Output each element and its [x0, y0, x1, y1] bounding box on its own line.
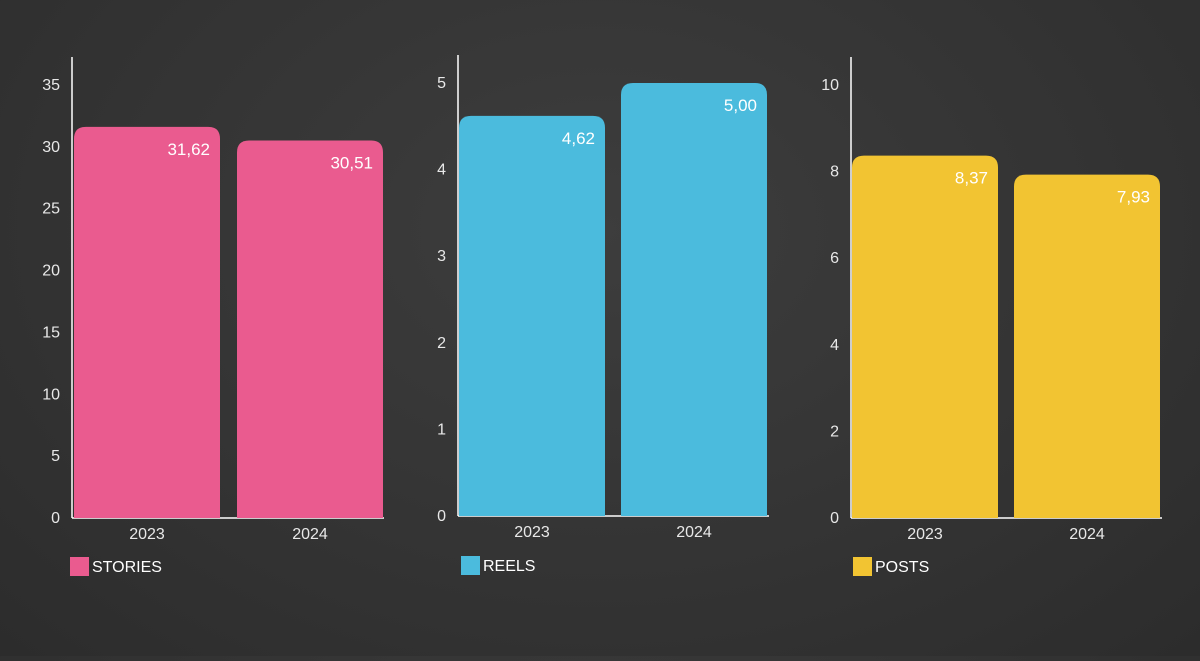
bar-value-label: 31,62	[167, 140, 210, 159]
bar-value-label: 7,93	[1117, 188, 1150, 207]
y-tick-label: 5	[437, 75, 446, 92]
bar-value-label: 4,62	[562, 129, 595, 148]
y-tick-label: 4	[830, 337, 839, 354]
y-tick-label: 35	[42, 77, 60, 94]
y-tick-label: 0	[830, 510, 839, 527]
x-tick-label: 2024	[292, 526, 328, 543]
legend-swatch	[853, 557, 872, 576]
bar-reels-2024	[621, 83, 767, 516]
bar-stories-2023	[74, 126, 220, 518]
y-tick-label: 2	[830, 423, 839, 440]
y-tick-label: 0	[437, 508, 446, 525]
x-tick-label: 2024	[676, 524, 712, 541]
bar-stories-2024	[237, 140, 383, 518]
y-tick-label: 15	[42, 324, 60, 341]
x-tick-label: 2023	[129, 526, 165, 543]
y-tick-label: 2	[437, 335, 446, 352]
chart-posts: 0 2 4 6 8 10 8,37 2023 7,93 2024 POSTS	[821, 57, 1162, 576]
y-tick-label: 4	[437, 162, 446, 179]
y-tick-label: 30	[42, 139, 60, 156]
chart-stories: 0 5 10 15 20 25 30 35 31,62 2023 30,51 2024 STORIES	[42, 57, 384, 576]
y-tick-label: 3	[437, 248, 446, 265]
y-tick-label: 25	[42, 201, 60, 218]
x-tick-label: 2023	[514, 524, 550, 541]
y-tick-label: 1	[437, 421, 446, 438]
bar-value-label: 5,00	[724, 96, 757, 115]
bar-value-label: 30,51	[330, 154, 373, 173]
y-tick-label: 0	[51, 510, 60, 527]
bar-value-label: 8,37	[955, 169, 988, 188]
bar-posts-2023	[852, 155, 998, 519]
y-tick-label: 5	[51, 448, 60, 465]
bar-reels-2023	[459, 115, 605, 517]
y-tick-label: 10	[42, 386, 60, 403]
bar-posts-2024	[1014, 174, 1160, 519]
y-tick-label: 20	[42, 263, 60, 280]
y-tick-label: 6	[830, 250, 839, 267]
legend-swatch	[70, 557, 89, 576]
legend-label: POSTS	[875, 559, 929, 576]
x-tick-label: 2023	[907, 526, 943, 543]
chart-reels: 0 1 2 3 4 5 4,62 2023 5,00 2024 REELS	[437, 55, 769, 575]
legend-label: REELS	[483, 558, 535, 575]
legend-swatch	[461, 556, 480, 575]
legend-label: STORIES	[92, 559, 162, 576]
y-tick-label: 10	[821, 77, 839, 94]
x-tick-label: 2024	[1069, 526, 1105, 543]
y-tick-label: 8	[830, 164, 839, 181]
